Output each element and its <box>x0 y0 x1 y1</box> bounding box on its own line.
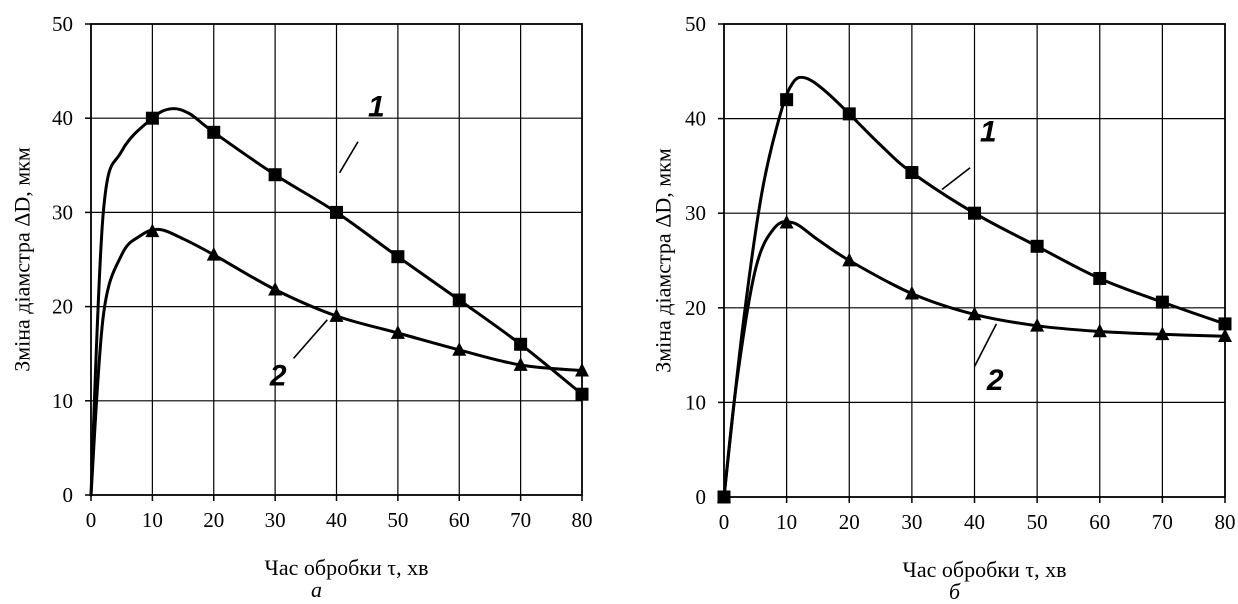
y-tick-label: 20 <box>52 295 73 319</box>
y-tick-label: 20 <box>685 296 706 320</box>
x-tick-label: 50 <box>387 508 408 532</box>
series-2-leader <box>973 323 998 367</box>
series-1-point <box>905 166 919 180</box>
series-2-line <box>89 227 584 497</box>
series-1-label: 1 <box>368 90 385 123</box>
series-1-leader <box>338 141 359 174</box>
series-1-point <box>1155 295 1169 309</box>
series-1-leader <box>941 167 971 191</box>
series-2-point <box>206 246 221 261</box>
series-2-point <box>1092 323 1107 338</box>
series-1-point <box>514 337 528 351</box>
series-2-point <box>268 281 283 296</box>
series-1-point <box>145 111 159 125</box>
series-1-point <box>842 107 856 121</box>
x-axis-title: Час обробки τ, хв <box>265 555 429 580</box>
series-2-point <box>904 285 919 300</box>
x-tick-label: 40 <box>326 508 347 532</box>
series-1-point <box>780 93 794 107</box>
series-1-point <box>1030 239 1044 253</box>
y-tick-label: 10 <box>685 390 706 414</box>
x-axis-title: Час обробки τ, хв <box>903 557 1067 582</box>
y-tick-label: 0 <box>63 483 74 507</box>
series-2-label: 2 <box>986 364 1004 397</box>
y-tick-label: 50 <box>685 12 706 36</box>
x-tick-label: 80 <box>1215 510 1236 534</box>
x-tick-label: 60 <box>449 508 470 532</box>
series-1-point <box>575 387 589 401</box>
series-2-point <box>1155 326 1170 341</box>
series-1-point <box>452 293 466 307</box>
y-tick-label: 10 <box>52 389 73 413</box>
series-1-point <box>968 206 981 220</box>
x-tick-label: 10 <box>776 510 797 534</box>
series-2-leader <box>292 319 328 359</box>
x-tick-label: 30 <box>265 508 286 532</box>
series-1-point <box>1218 317 1232 331</box>
x-tick-label: 10 <box>142 508 163 532</box>
x-tick-label: 30 <box>901 510 922 534</box>
chart-panel-1: 0 10 20 30 40 50 60 70 80 0 10 20 30 40 50 Час обробки … <box>10 12 593 602</box>
series-1-label: 1 <box>980 115 997 148</box>
series-1-point <box>207 125 221 139</box>
series-1-line <box>722 75 1227 499</box>
series-2-point <box>575 362 589 377</box>
y-tick-label: 40 <box>685 107 706 131</box>
panel-label: а <box>311 577 322 602</box>
y-tick-label: 30 <box>685 201 706 225</box>
x-tick-label: 40 <box>964 510 985 534</box>
x-tick-label: 80 <box>572 508 593 532</box>
x-tick-label: 0 <box>86 508 97 532</box>
x-tick-label: 50 <box>1027 510 1048 534</box>
series-1-point <box>391 250 405 264</box>
series-2-point <box>390 325 405 339</box>
series-2-point <box>452 342 467 356</box>
series-2-point <box>513 357 528 371</box>
series-2-point <box>717 489 731 503</box>
x-tick-label: 0 <box>719 510 730 534</box>
series-2-point <box>1030 317 1045 332</box>
x-tick-label: 20 <box>839 510 860 534</box>
y-tick-label: 0 <box>696 485 707 509</box>
series-2-point <box>842 252 857 267</box>
series-2-label: 2 <box>269 360 287 393</box>
series-2-point <box>145 223 160 238</box>
x-tick-label: 70 <box>1152 510 1173 534</box>
series-2-point <box>967 306 982 321</box>
y-axis-title: Зміна діамстра ΔD, мкм <box>651 148 676 373</box>
y-tick-label: 40 <box>52 106 73 130</box>
series-2-point <box>329 308 344 322</box>
x-tick-label: 70 <box>510 508 531 532</box>
y-tick-label: 30 <box>52 200 73 224</box>
series-2-point <box>779 214 794 229</box>
series-1-point <box>330 205 343 219</box>
y-axis-title: Зміна діамстра ΔD, мкм <box>10 147 35 372</box>
y-tick-label: 50 <box>52 12 73 36</box>
x-tick-label: 20 <box>203 508 224 532</box>
chart-panel-2: 0 10 20 30 40 50 60 70 80 0 10 20 30 40 50 Час обробки … <box>651 12 1236 604</box>
series-1-point <box>268 168 282 182</box>
panel-label: б <box>949 579 961 604</box>
series-2-point <box>1218 328 1232 343</box>
series-1-point <box>1093 271 1107 285</box>
x-tick-label: 60 <box>1089 510 1110 534</box>
